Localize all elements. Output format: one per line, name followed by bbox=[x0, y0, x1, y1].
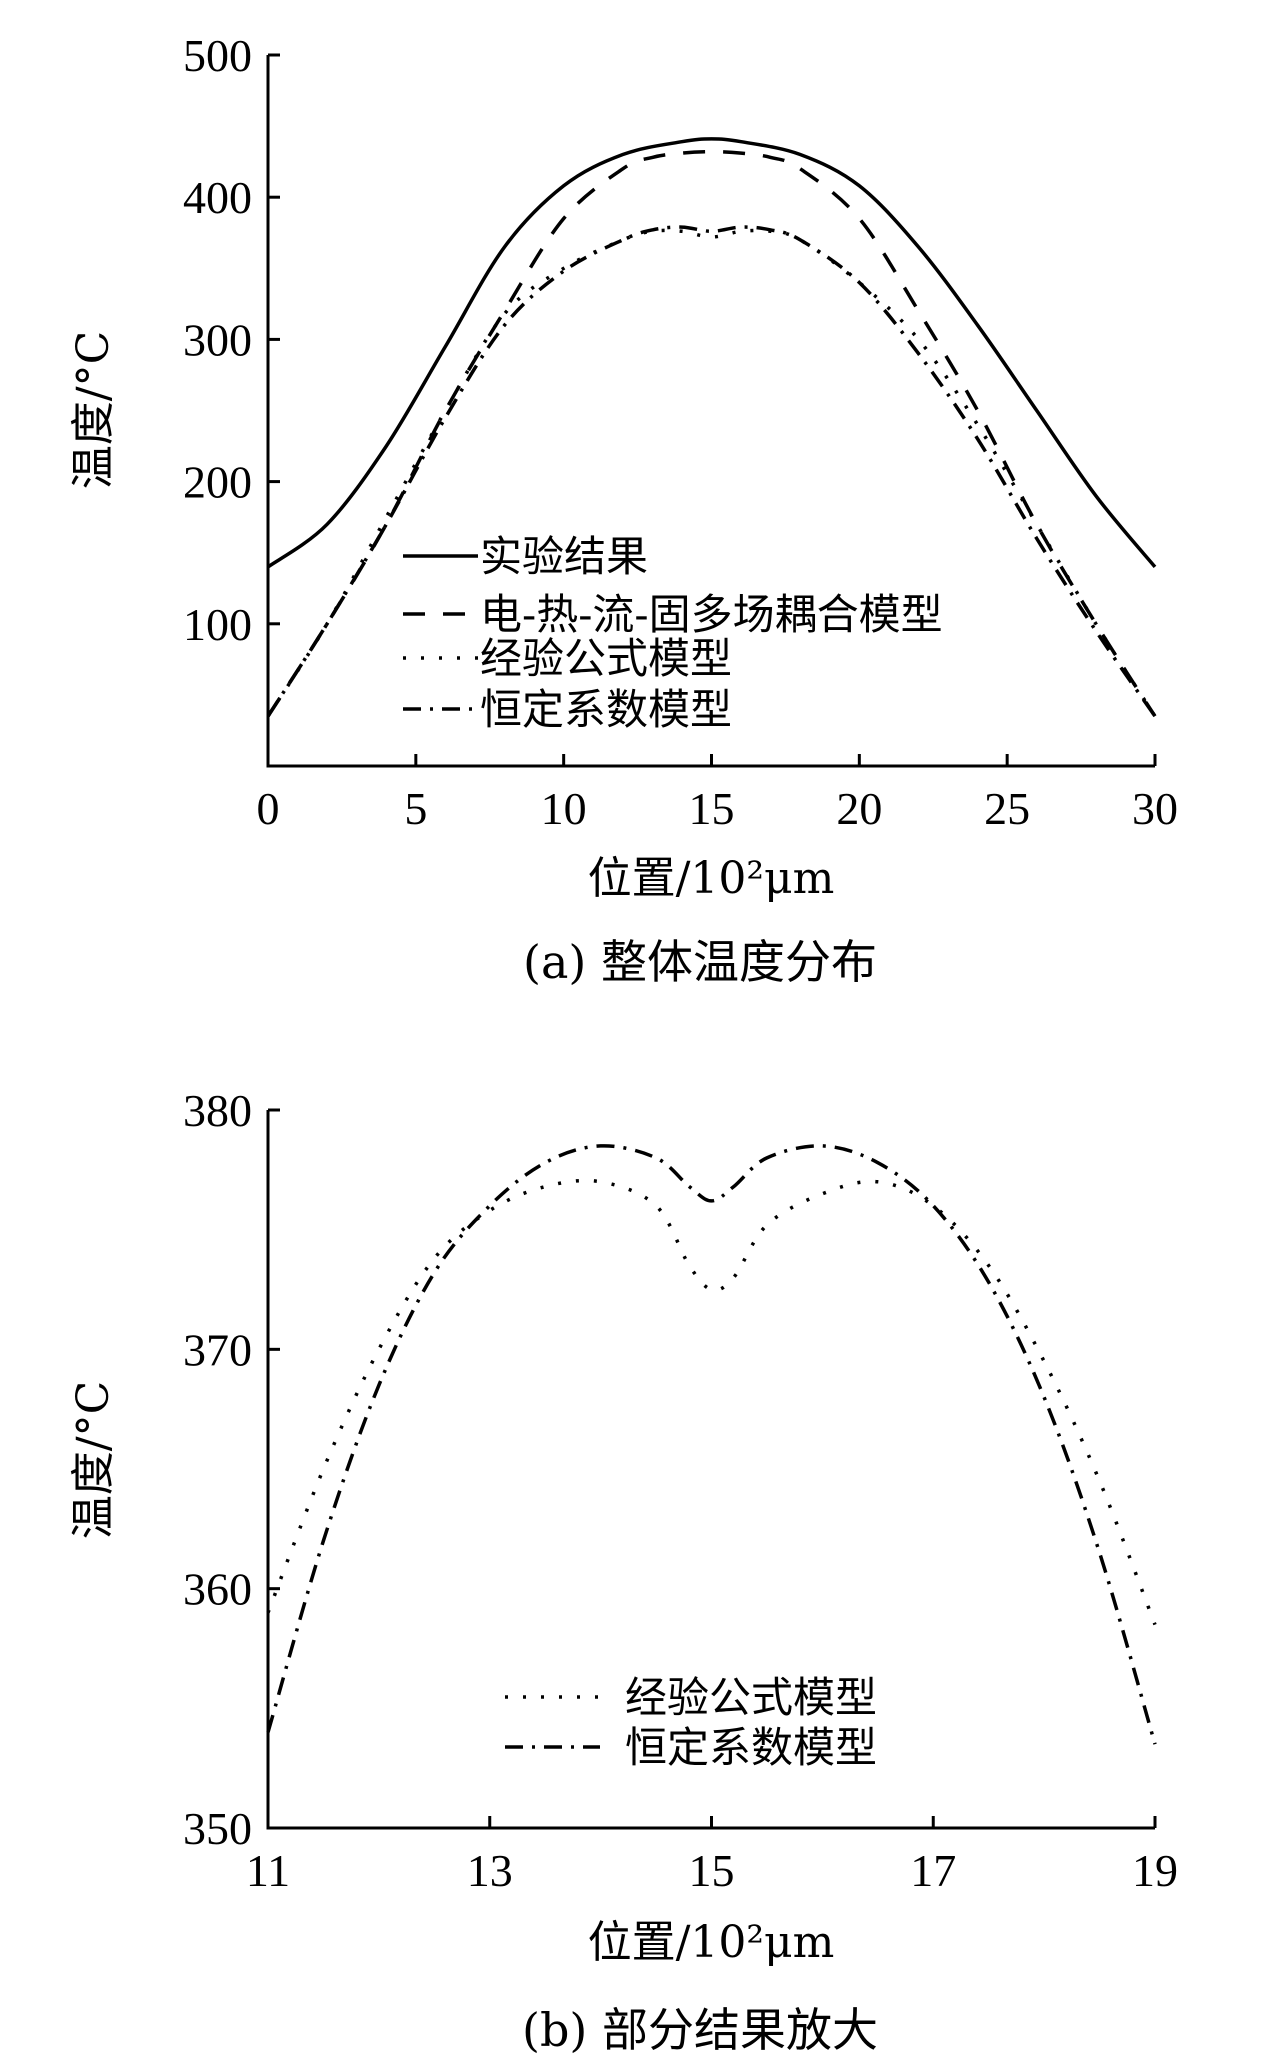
chart-a-x-tick-label: 30 bbox=[1132, 783, 1178, 834]
chart-a-x-tick-label: 10 bbox=[541, 783, 587, 834]
chart-a-series-group bbox=[266, 137, 1157, 718]
chart-a-legend: 实验结果 电-热-流-固多场耦合模型 经验公式模型 恒定系数模型 bbox=[403, 532, 943, 734]
chart-a-x-tick-label: 5 bbox=[404, 783, 427, 834]
chart-b-x-tick-label: 15 bbox=[689, 1845, 735, 1896]
chart-a-x-tick-label: 20 bbox=[836, 783, 882, 834]
chart-b-series-group bbox=[266, 1144, 1157, 1745]
chart-b-y-tick-label: 360 bbox=[183, 1564, 252, 1615]
chart-b-y-tick-label: 380 bbox=[183, 1085, 252, 1136]
chart-a-y-tick-label: 500 bbox=[183, 30, 252, 81]
chart-a-legend-label-0: 实验结果 bbox=[480, 532, 648, 581]
chart-a-x-tick-label: 0 bbox=[257, 783, 280, 834]
chart-b-series-line-1 bbox=[266, 1144, 1157, 1745]
chart-a-y-tick-label: 200 bbox=[183, 457, 252, 508]
chart-a-legend-label-3: 恒定系数模型 bbox=[480, 685, 732, 734]
chart-b-x-tick-label: 19 bbox=[1132, 1845, 1178, 1896]
chart-b-series-line-0 bbox=[266, 1178, 1157, 1626]
chart-a-ticks: 0 5 10 15 20 25 30 100 200 300 400 500 bbox=[183, 30, 1178, 834]
chart-a-y-tick-label: 300 bbox=[183, 314, 252, 365]
chart-a-x-tick-label: 15 bbox=[689, 783, 735, 834]
chart-a-y-tick-label: 100 bbox=[183, 599, 252, 650]
chart-b: 11 13 15 17 19 350 360 370 380 温度/°C 位置/10²μm (b… bbox=[68, 1085, 1178, 2057]
chart-b-legend-label-0: 经验公式模型 bbox=[625, 1673, 877, 1722]
chart-a-x-axis-label: 位置/10²μm bbox=[588, 853, 835, 904]
chart-b-y-tick-label: 370 bbox=[183, 1324, 252, 1375]
chart-b-x-tick-label: 17 bbox=[910, 1845, 956, 1896]
chart-a-y-axis-label: 温度/°C bbox=[68, 331, 119, 490]
chart-b-y-axis-label: 温度/°C bbox=[68, 1381, 119, 1540]
chart-b-ticks: 11 13 15 17 19 350 360 370 380 bbox=[183, 1085, 1178, 1896]
chart-a-x-tick-label: 25 bbox=[984, 783, 1030, 834]
chart-b-legend: 经验公式模型 恒定系数模型 bbox=[505, 1673, 877, 1772]
chart-a: 0 5 10 15 20 25 30 100 200 300 400 500 温度/°C 位置/10²… bbox=[68, 30, 1178, 989]
chart-a-y-tick-label: 400 bbox=[183, 172, 252, 223]
chart-b-caption: (b) 部分结果放大 bbox=[522, 2003, 878, 2057]
chart-a-legend-label-1: 电-热-流-固多场耦合模型 bbox=[480, 590, 943, 639]
chart-a-series-line-1 bbox=[266, 149, 1157, 718]
chart-b-x-tick-label: 13 bbox=[467, 1845, 513, 1896]
chart-b-legend-label-1: 恒定系数模型 bbox=[625, 1723, 877, 1772]
chart-b-x-tick-label: 11 bbox=[246, 1845, 290, 1896]
chart-b-y-tick-label: 350 bbox=[183, 1803, 252, 1854]
chart-a-caption: (a) 整体温度分布 bbox=[523, 935, 877, 989]
chart-b-x-axis-label: 位置/10²μm bbox=[588, 1917, 835, 1968]
chart-a-legend-label-2: 经验公式模型 bbox=[480, 634, 732, 683]
chart-a-series-line-0 bbox=[266, 137, 1157, 569]
